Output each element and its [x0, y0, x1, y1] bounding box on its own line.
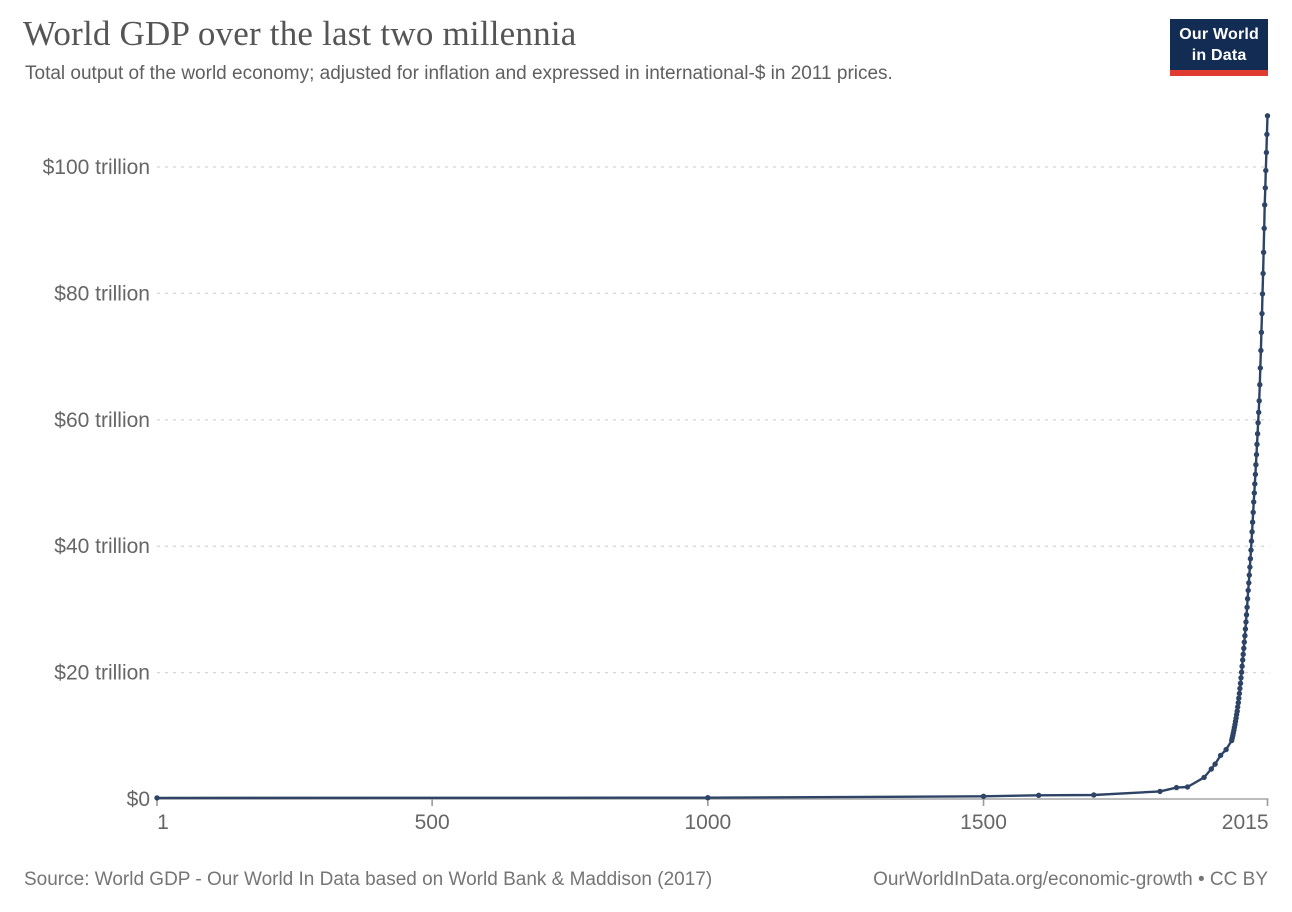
data-point-marker — [1247, 564, 1253, 570]
data-point-marker — [1208, 766, 1215, 772]
data-point-marker — [1036, 792, 1042, 798]
y-axis-tick-label: $100 trillion — [43, 156, 150, 179]
chart-footer: Source: World GDP - Our World In Data ba… — [24, 866, 1268, 894]
license-note: OurWorldInData.org/economic-growth • CC … — [873, 869, 1268, 890]
data-point-marker — [1184, 784, 1191, 790]
data-point-marker — [1236, 690, 1243, 697]
data-point-marker — [1091, 792, 1097, 798]
data-point-marker — [1240, 651, 1246, 657]
data-point-marker — [705, 795, 711, 801]
x-axis-tick-label: 1500 — [960, 811, 1007, 834]
chart-subtitle: Total output of the world economy; adjus… — [25, 63, 893, 84]
data-point-marker — [1243, 612, 1250, 618]
y-axis-tick-label: $0 — [127, 788, 150, 811]
data-point-marker — [1241, 645, 1247, 651]
data-point-marker — [1173, 784, 1180, 791]
data-point-marker — [1262, 185, 1269, 191]
data-point-marker — [1257, 382, 1263, 388]
data-point-marker — [1201, 774, 1207, 781]
data-point-marker — [1255, 420, 1261, 426]
x-axis-tick-label: 1 — [157, 811, 169, 834]
y-axis-tick-label: $60 trillion — [54, 409, 150, 432]
data-point-marker — [1256, 398, 1262, 404]
data-point-marker — [1260, 249, 1267, 255]
x-axis-tick-label: 500 — [415, 811, 450, 834]
data-point-marker — [1257, 365, 1264, 371]
chart-line — [155, 114, 1269, 800]
data-point-marker — [1252, 481, 1258, 487]
data-point-marker — [1261, 225, 1267, 231]
data-point-marker — [1263, 149, 1270, 156]
data-point-marker — [1238, 669, 1245, 675]
data-point-marker — [1258, 329, 1265, 336]
data-point-marker — [1254, 441, 1260, 447]
data-point-marker — [1264, 131, 1270, 138]
data-point-marker — [1238, 675, 1244, 681]
data-point-marker — [1223, 746, 1229, 753]
data-point-marker — [1250, 509, 1256, 515]
data-point-marker — [1249, 519, 1256, 525]
data-point-marker — [1217, 752, 1224, 759]
data-point-marker — [1245, 587, 1251, 594]
data-point-marker — [1237, 680, 1244, 686]
data-point-marker — [1243, 619, 1249, 625]
x-axis-tick-label: 2015 — [1222, 811, 1269, 834]
data-point-marker — [1236, 695, 1242, 701]
source-note: Source: World GDP - Our World In Data ba… — [24, 869, 713, 890]
data-point-marker — [1235, 700, 1242, 706]
y-axis-tick-label: $80 trillion — [54, 282, 150, 305]
data-point-marker — [1251, 490, 1258, 496]
y-axis-tick-label: $20 trillion — [54, 662, 150, 685]
data-point-marker — [1252, 471, 1259, 478]
data-point-marker — [1157, 788, 1163, 795]
data-point-marker — [1258, 347, 1264, 354]
data-point-marker — [1246, 572, 1253, 578]
data-point-marker — [1244, 604, 1250, 610]
data-point-marker — [1263, 167, 1269, 174]
data-point-marker — [1235, 704, 1241, 710]
data-point-marker — [1256, 409, 1262, 415]
data-point-marker — [1234, 708, 1240, 714]
data-point-marker — [1264, 113, 1271, 119]
owid-logo-line1: Our World — [1179, 26, 1259, 43]
x-axis-tick-label: 1000 — [684, 811, 731, 834]
data-point-marker — [1242, 633, 1248, 639]
data-point-marker — [1259, 291, 1266, 297]
data-point-marker — [1241, 639, 1248, 645]
data-point-marker — [1244, 596, 1251, 602]
data-point-marker — [1260, 270, 1266, 277]
data-point-marker — [1254, 431, 1261, 437]
data-point-marker — [1259, 310, 1265, 317]
data-point-marker — [1237, 685, 1243, 692]
data-point-marker — [1253, 462, 1259, 468]
data-point-marker — [1262, 202, 1268, 208]
data-point-marker — [1240, 657, 1246, 663]
data-point-marker — [1242, 626, 1249, 632]
data-point-marker — [1212, 761, 1218, 767]
data-point-marker — [1239, 663, 1245, 669]
y-axis-tick-label: $40 trillion — [54, 535, 150, 558]
data-point-marker — [1253, 451, 1260, 458]
data-point-marker — [980, 793, 987, 799]
data-point-marker — [1251, 499, 1257, 505]
data-point-marker — [1246, 580, 1252, 586]
owid-logo: Our World in Data — [1170, 19, 1268, 76]
owid-logo-line2: in Data — [1191, 47, 1247, 64]
data-point-marker — [1247, 556, 1254, 562]
data-point-marker — [1248, 538, 1255, 544]
data-point-marker — [1248, 547, 1254, 553]
data-point-marker — [154, 795, 160, 801]
page-title: World GDP over the last two millennia — [23, 14, 577, 53]
data-point-marker — [1249, 529, 1255, 535]
